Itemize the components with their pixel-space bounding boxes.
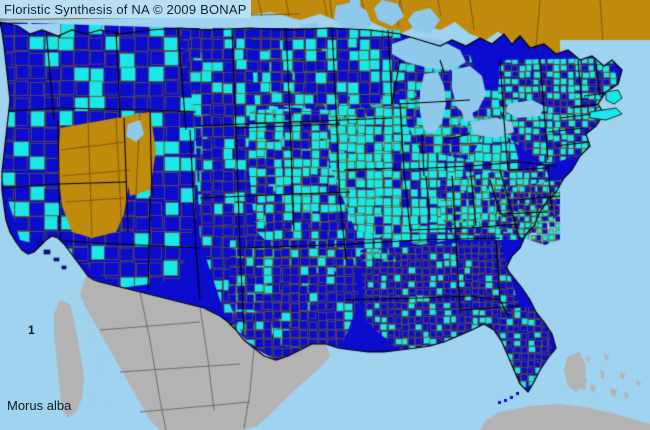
species-name-label: Morus alba xyxy=(7,398,72,413)
map-title: Floristic Synthesis of NA © 2009 BONAP xyxy=(4,1,247,17)
map-marker-label: 1 xyxy=(28,323,35,337)
map-title-bar: Floristic Synthesis of NA © 2009 BONAP xyxy=(0,0,251,18)
